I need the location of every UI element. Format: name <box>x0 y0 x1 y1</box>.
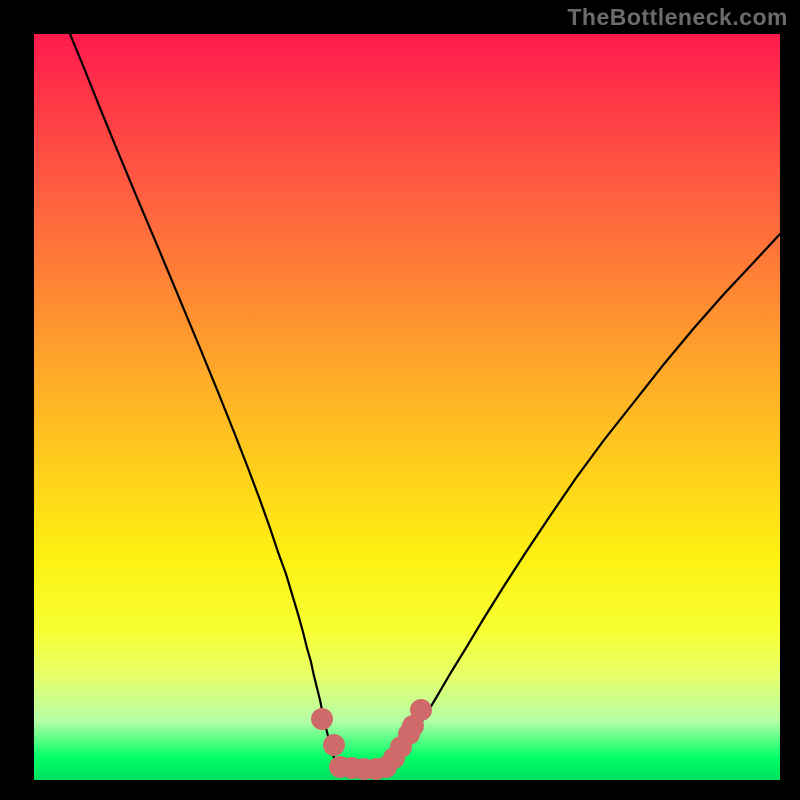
watermark-text: TheBottleneck.com <box>567 4 788 31</box>
curve-right <box>386 234 780 767</box>
marker-dot <box>323 734 345 756</box>
curve-left <box>70 34 340 767</box>
marker-group <box>311 699 432 780</box>
chart-overlay-svg <box>34 34 780 780</box>
marker-dot <box>410 699 432 721</box>
plot-area <box>34 34 780 780</box>
marker-dot <box>311 708 333 730</box>
